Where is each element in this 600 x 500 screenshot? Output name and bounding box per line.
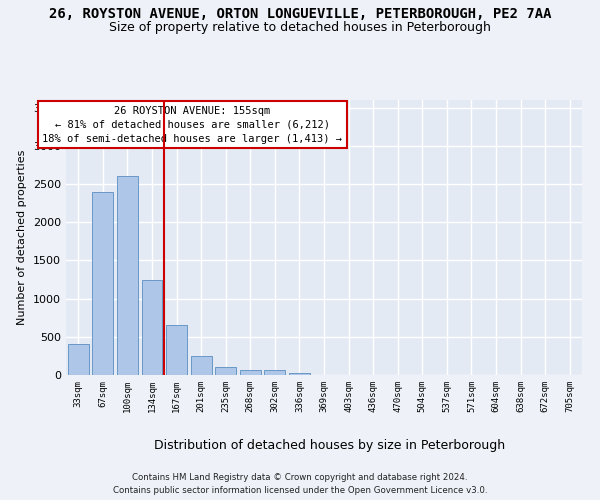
Bar bbox=[68, 344, 89, 375]
Text: Contains public sector information licensed under the Open Government Licence v3: Contains public sector information licen… bbox=[113, 486, 487, 495]
Bar bbox=[191, 356, 212, 375]
Bar bbox=[166, 326, 187, 375]
Bar bbox=[240, 370, 261, 375]
Bar bbox=[289, 372, 310, 375]
Text: Contains HM Land Registry data © Crown copyright and database right 2024.: Contains HM Land Registry data © Crown c… bbox=[132, 472, 468, 482]
Bar bbox=[265, 370, 286, 375]
Text: Size of property relative to detached houses in Peterborough: Size of property relative to detached ho… bbox=[109, 22, 491, 35]
Text: 26 ROYSTON AVENUE: 155sqm
← 81% of detached houses are smaller (6,212)
18% of se: 26 ROYSTON AVENUE: 155sqm ← 81% of detac… bbox=[43, 106, 343, 144]
Bar bbox=[215, 368, 236, 375]
Bar bbox=[92, 192, 113, 375]
Bar bbox=[142, 280, 163, 375]
Text: Distribution of detached houses by size in Peterborough: Distribution of detached houses by size … bbox=[154, 440, 506, 452]
Y-axis label: Number of detached properties: Number of detached properties bbox=[17, 150, 28, 325]
Text: 26, ROYSTON AVENUE, ORTON LONGUEVILLE, PETERBOROUGH, PE2 7AA: 26, ROYSTON AVENUE, ORTON LONGUEVILLE, P… bbox=[49, 8, 551, 22]
Bar bbox=[117, 176, 138, 375]
